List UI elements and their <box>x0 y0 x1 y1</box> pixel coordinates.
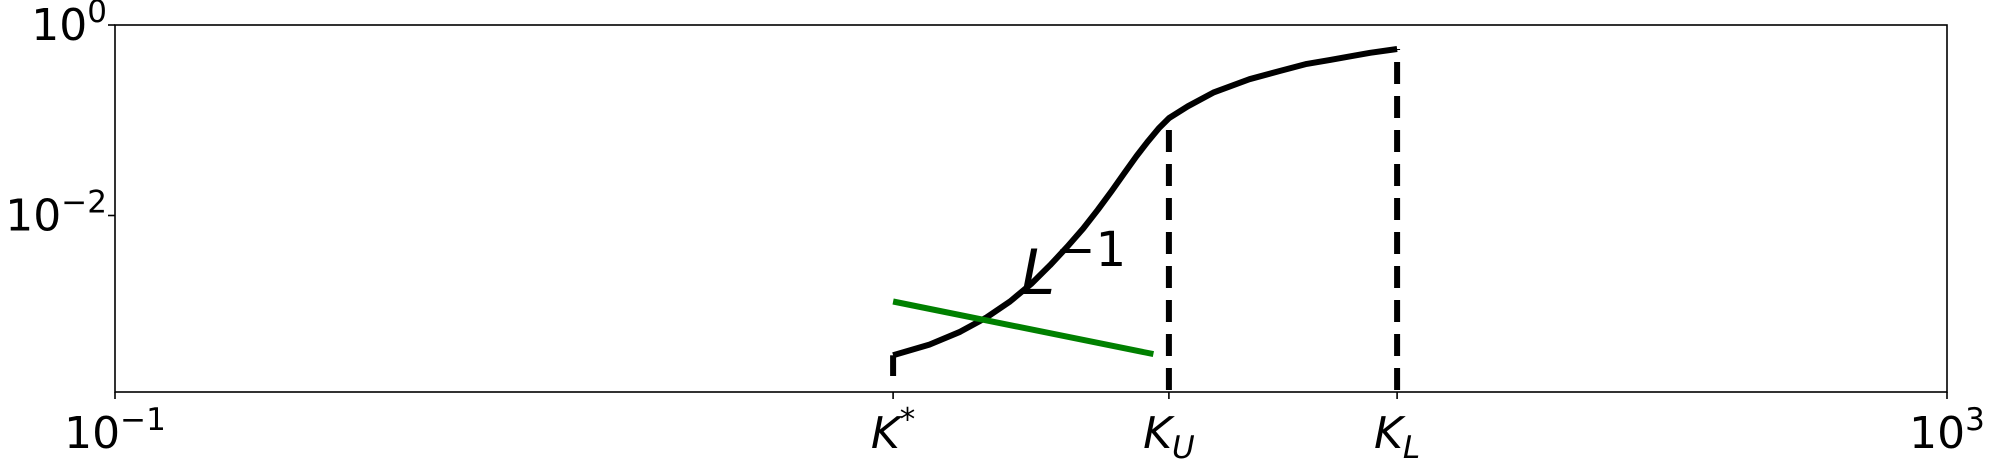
y-tick-label-1: 10−2 <box>5 185 107 242</box>
series-line-0 <box>892 46 1398 359</box>
axes-frame <box>114 24 1948 393</box>
annotation-0: L−1 <box>1021 222 1126 309</box>
x-tick-label-3: KL <box>1374 408 1420 466</box>
x-tick-label-4: 103 <box>1909 402 1985 459</box>
x-tick-label-1: K* <box>871 402 915 459</box>
x-tick-label-0: 10−1 <box>64 402 166 459</box>
y-tick-label-0: 100 <box>31 0 107 51</box>
x-tick-label-2: KU <box>1143 408 1195 466</box>
series-line-1 <box>892 298 1154 358</box>
plot-area <box>115 25 1947 392</box>
